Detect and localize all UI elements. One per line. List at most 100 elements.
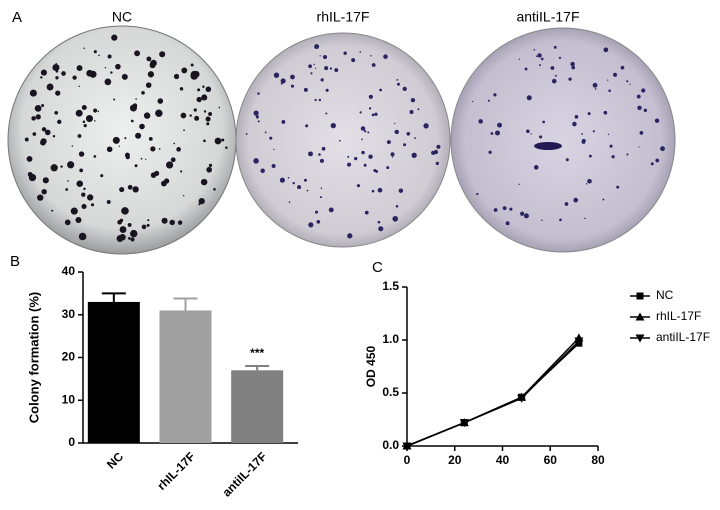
colony bbox=[169, 219, 175, 226]
colony bbox=[158, 148, 161, 150]
colony bbox=[423, 123, 429, 129]
colony bbox=[398, 188, 404, 193]
colony bbox=[371, 63, 376, 67]
colony bbox=[535, 55, 538, 58]
colony bbox=[539, 135, 543, 139]
colony bbox=[190, 72, 198, 80]
colony bbox=[402, 86, 407, 91]
colony bbox=[218, 106, 221, 109]
legend-label: rhIL-17F bbox=[656, 309, 701, 323]
colony bbox=[414, 137, 416, 139]
colony bbox=[643, 108, 648, 113]
colony bbox=[273, 148, 275, 151]
colony bbox=[306, 189, 309, 192]
colony bbox=[119, 187, 125, 193]
colony bbox=[55, 69, 59, 73]
colony bbox=[608, 89, 611, 93]
colony bbox=[314, 98, 317, 102]
colony bbox=[319, 196, 323, 199]
colony bbox=[351, 58, 356, 63]
colony bbox=[147, 71, 155, 78]
colony bbox=[308, 151, 313, 157]
colony bbox=[67, 161, 75, 169]
colony bbox=[573, 197, 579, 203]
colony bbox=[31, 116, 36, 121]
colony bbox=[433, 149, 439, 155]
colony bbox=[403, 143, 407, 147]
colony bbox=[587, 112, 591, 116]
colony bbox=[383, 54, 388, 59]
colony bbox=[202, 85, 205, 88]
colony bbox=[157, 98, 164, 104]
colony bbox=[173, 73, 180, 80]
colony bbox=[526, 95, 532, 101]
colony bbox=[368, 107, 372, 110]
colony bbox=[370, 55, 372, 57]
panel-label: A bbox=[12, 9, 22, 26]
colony bbox=[406, 131, 411, 136]
colony bbox=[107, 54, 112, 59]
colony bbox=[641, 88, 646, 93]
colony bbox=[150, 146, 156, 152]
colony bbox=[386, 140, 391, 145]
legend-label: NC bbox=[656, 288, 674, 302]
colony bbox=[319, 158, 324, 163]
colony bbox=[541, 219, 543, 222]
colony bbox=[611, 155, 615, 159]
colony bbox=[83, 123, 87, 128]
colony bbox=[550, 66, 555, 70]
colony bbox=[411, 152, 417, 158]
colony bbox=[316, 219, 321, 224]
colony bbox=[141, 91, 145, 95]
colony bbox=[533, 48, 536, 51]
colony bbox=[55, 90, 61, 96]
colony bbox=[139, 123, 145, 130]
significance: *** bbox=[250, 346, 264, 360]
colony bbox=[637, 105, 642, 111]
colony bbox=[264, 131, 267, 134]
colony bbox=[607, 79, 609, 81]
colony bbox=[629, 83, 631, 85]
colony bbox=[52, 135, 56, 138]
y-tick-label: 0 bbox=[68, 435, 75, 449]
colony bbox=[581, 133, 583, 135]
colony bbox=[260, 168, 265, 174]
colony bbox=[51, 209, 54, 212]
colony bbox=[315, 67, 317, 70]
colony bbox=[410, 97, 416, 103]
colony bbox=[375, 170, 379, 173]
colony bbox=[509, 207, 513, 211]
colony bbox=[572, 121, 577, 127]
marker bbox=[517, 394, 527, 403]
colony bbox=[70, 207, 78, 215]
panel-label: C bbox=[372, 259, 383, 276]
y-tick-label: 20 bbox=[62, 350, 76, 364]
colony bbox=[115, 63, 121, 70]
colony bbox=[377, 187, 383, 193]
colony bbox=[526, 129, 530, 134]
colony bbox=[155, 112, 159, 116]
colony bbox=[106, 200, 111, 204]
x-tick-label: rhIL-17F bbox=[154, 449, 197, 492]
colony bbox=[318, 153, 321, 156]
colony bbox=[129, 104, 137, 112]
colony bbox=[54, 110, 59, 115]
colony bbox=[310, 72, 313, 75]
colony bbox=[396, 78, 399, 81]
colony bbox=[206, 122, 210, 126]
colony bbox=[321, 146, 326, 151]
colony bbox=[111, 34, 118, 41]
colony bbox=[44, 129, 51, 136]
colony bbox=[324, 66, 329, 71]
colony bbox=[82, 120, 86, 124]
colony bbox=[29, 89, 37, 97]
colony bbox=[176, 147, 181, 152]
colony bbox=[287, 176, 290, 179]
colony bbox=[523, 213, 529, 219]
colony bbox=[626, 80, 629, 83]
colony bbox=[146, 56, 152, 62]
colony bbox=[368, 154, 373, 159]
colony bbox=[75, 109, 83, 117]
colony bbox=[318, 98, 322, 102]
colony bbox=[135, 98, 137, 100]
